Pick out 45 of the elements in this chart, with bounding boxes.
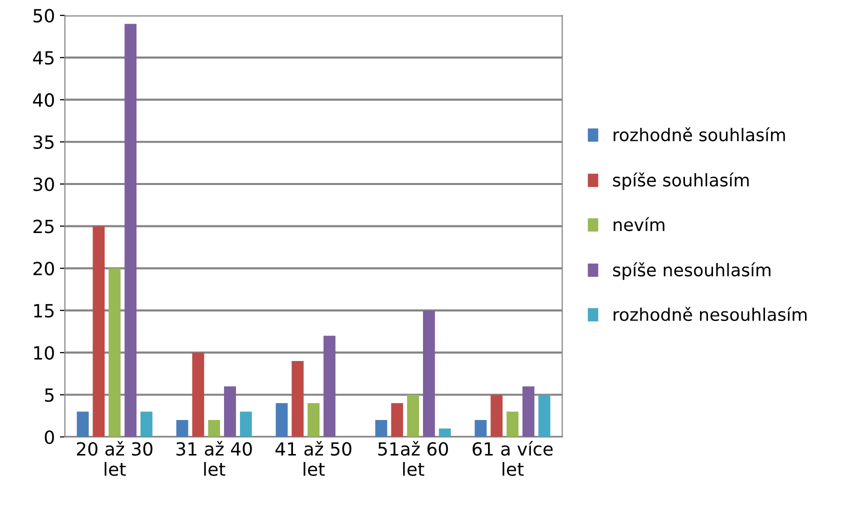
- y-tick-label: 10: [34, 346, 54, 360]
- y-tick-label: 5: [45, 388, 54, 402]
- bar: [506, 412, 518, 437]
- bar: [490, 394, 503, 437]
- bar: [208, 420, 220, 437]
- bar: [308, 403, 320, 437]
- bar: [407, 394, 420, 437]
- y-tick-label: 0: [44, 430, 54, 444]
- y-tick-label: 45: [33, 51, 54, 65]
- legend-label: rozhodně souhlasím: [614, 127, 785, 142]
- y-tick-label: 25: [34, 220, 54, 234]
- bar: [375, 420, 388, 437]
- bar: [292, 361, 304, 437]
- bar: [140, 412, 152, 437]
- legend-label: nevím: [614, 217, 664, 232]
- bar: [422, 310, 435, 437]
- x-tick-label: 61 a více let: [472, 441, 553, 476]
- y-tick-label: 40: [33, 93, 54, 107]
- bar: [324, 336, 336, 437]
- bar: [538, 394, 550, 437]
- x-tick-label: 41 až 50 let: [275, 441, 352, 476]
- y-tick-label: 20: [34, 262, 54, 276]
- y-tick-label: 50: [34, 8, 54, 23]
- legend-label: spíše souhlasím: [613, 172, 749, 190]
- bar: [192, 352, 204, 437]
- x-tick-label: 20 až 30 let: [76, 441, 152, 476]
- legend-label: spíše nesouhlasím: [613, 262, 770, 280]
- bar: [474, 420, 487, 437]
- y-tick-label: 35: [34, 135, 54, 149]
- x-tick-label: 51až 60 let: [378, 441, 448, 476]
- bar: [176, 420, 188, 437]
- bar: [108, 268, 121, 437]
- bar: [438, 428, 451, 437]
- bar: [276, 403, 288, 437]
- bar: [240, 412, 252, 437]
- bar: [224, 386, 236, 437]
- bar: [522, 386, 534, 437]
- bar: [391, 403, 404, 437]
- y-tick-label: 30: [34, 177, 54, 192]
- bar: [124, 24, 136, 437]
- bar: [76, 412, 89, 437]
- y-tick-label: 15: [34, 304, 54, 318]
- bar: [92, 226, 105, 437]
- x-tick-label: 31 až 40 let: [176, 441, 252, 476]
- legend-label: rozhodně nesouhlasím: [614, 306, 807, 322]
